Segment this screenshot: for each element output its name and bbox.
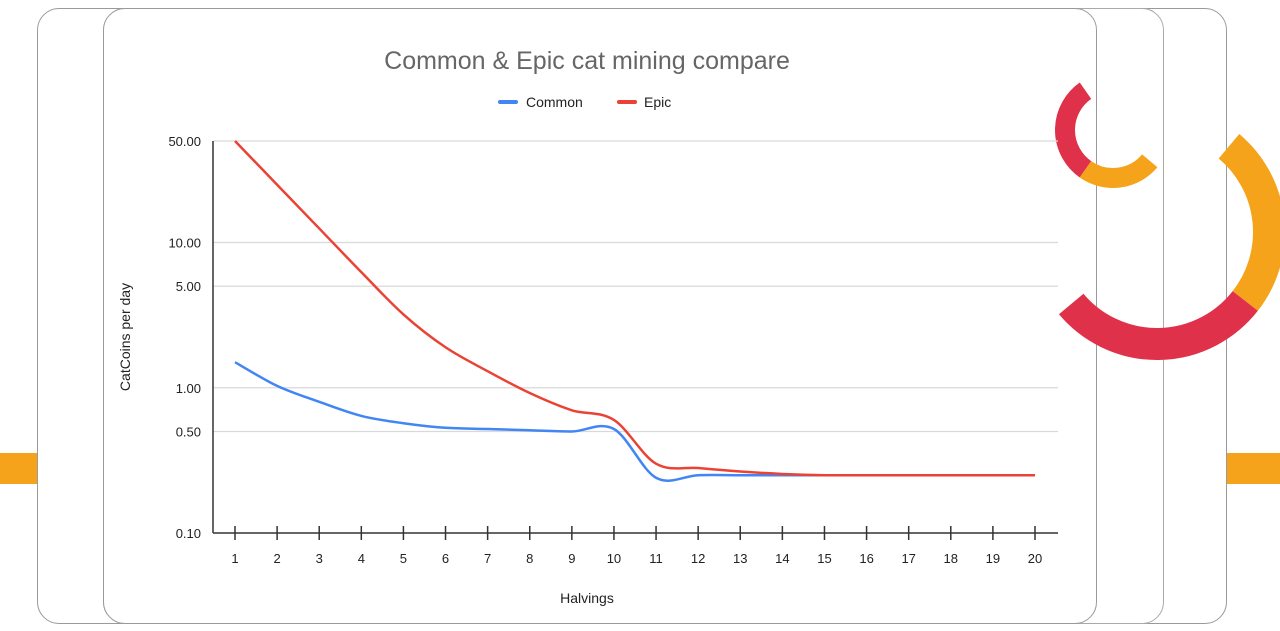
x-tick-label: 3: [316, 551, 323, 566]
x-tick-label: 14: [775, 551, 789, 566]
y-tick-label: 10.00: [168, 236, 201, 251]
x-tick-label: 18: [944, 551, 958, 566]
x-tick-label: 20: [1028, 551, 1042, 566]
chart-card: [103, 8, 1097, 624]
legend-label-common: Common: [526, 94, 583, 110]
x-tick-label: 2: [273, 551, 280, 566]
small-ring-orange-arc: [1079, 154, 1158, 188]
legend: Common Epic: [498, 94, 671, 110]
legend-label-epic: Epic: [644, 94, 671, 110]
x-tick-label: 4: [358, 551, 365, 566]
y-tick-label: 5.00: [176, 279, 201, 294]
small-ring-red-arc: [1055, 82, 1092, 178]
x-axis-label: Halvings: [560, 590, 614, 606]
x-tick-label: 1: [231, 551, 238, 566]
left-accent-bar: [0, 453, 37, 484]
x-tick-label: 19: [986, 551, 1000, 566]
x-tick-label: 12: [691, 551, 705, 566]
series-line-common: [234, 361, 1035, 482]
x-tick-label: 16: [859, 551, 873, 566]
large-ring-orange-arc: [1218, 133, 1280, 311]
x-tick-label: 15: [817, 551, 831, 566]
right-accent-bar: [1226, 453, 1280, 484]
chart-title: Common & Epic cat mining compare: [384, 47, 790, 75]
x-tick-label: 10: [607, 551, 621, 566]
y-tick-label: 0.10: [176, 526, 201, 541]
x-tick-label: 9: [568, 551, 575, 566]
x-tick-label: 17: [901, 551, 915, 566]
x-tick-label: 5: [400, 551, 407, 566]
x-tick-label: 8: [526, 551, 533, 566]
x-tick-label: 11: [649, 551, 663, 566]
x-tick-label: 13: [733, 551, 747, 566]
large-ring-red-arc: [1058, 290, 1258, 360]
y-axis-label: CatCoins per day: [117, 283, 133, 391]
x-tick-label: 7: [484, 551, 491, 566]
y-tick-label: 50.00: [168, 134, 201, 149]
x-tick-label: 6: [442, 551, 449, 566]
y-tick-label: 0.50: [176, 424, 201, 439]
series-line-epic: [234, 140, 1035, 477]
y-tick-label: 1.00: [176, 381, 201, 396]
